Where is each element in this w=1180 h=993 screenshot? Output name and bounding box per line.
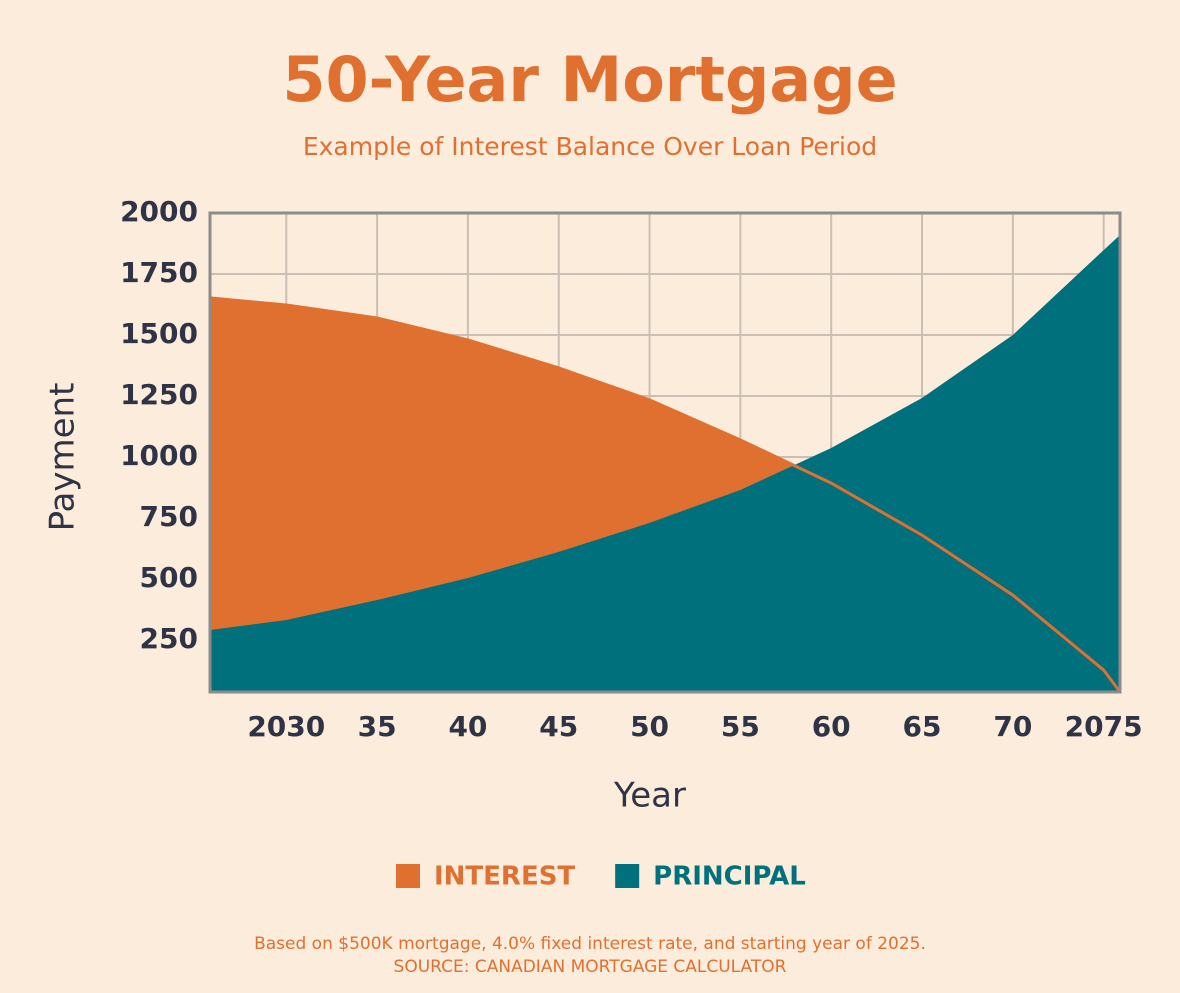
- y-tick-label: 1250: [120, 378, 198, 411]
- footnote: SOURCE: CANADIAN MORTGAGE CALCULATOR: [394, 957, 787, 977]
- area: [210, 234, 1120, 692]
- legend-swatch: [615, 864, 640, 888]
- x-axis-label: Year: [613, 776, 686, 816]
- x-tick-label: 2075: [1065, 710, 1143, 743]
- y-tick-label: 1000: [120, 439, 198, 472]
- y-tick-label: 250: [140, 622, 198, 655]
- y-tick-label: 1500: [120, 317, 198, 350]
- x-tick-label: 50: [630, 710, 669, 743]
- legend-label: PRINCIPAL: [653, 862, 806, 892]
- chart-title: 50-Year Mortgage: [282, 43, 897, 116]
- x-tick-label: 60: [812, 710, 851, 743]
- x-tick-label: 35: [358, 710, 397, 743]
- legend-label: INTEREST: [434, 862, 575, 892]
- x-tick-label: 65: [903, 710, 942, 743]
- chart-subtitle: Example of Interest Balance Over Loan Pe…: [303, 132, 877, 161]
- y-tick-label: 750: [140, 500, 198, 533]
- line: [209, 296, 1122, 693]
- x-tick-label: 55: [721, 710, 760, 743]
- footnote: Based on $500K mortgage, 4.0% fixed inte…: [254, 934, 926, 954]
- x-tick-label: 45: [539, 710, 578, 743]
- x-tick-label: 2030: [247, 710, 325, 743]
- x-tick-label: 70: [993, 710, 1032, 743]
- y-tick-label: 2000: [120, 195, 198, 228]
- y-tick-label: 500: [140, 561, 198, 594]
- y-tick-label: 1750: [120, 256, 198, 289]
- legend-swatch: [396, 864, 420, 888]
- y-axis-label: Payment: [43, 383, 83, 532]
- plot-frame: [208, 211, 1122, 694]
- x-tick-label: 40: [448, 710, 487, 743]
